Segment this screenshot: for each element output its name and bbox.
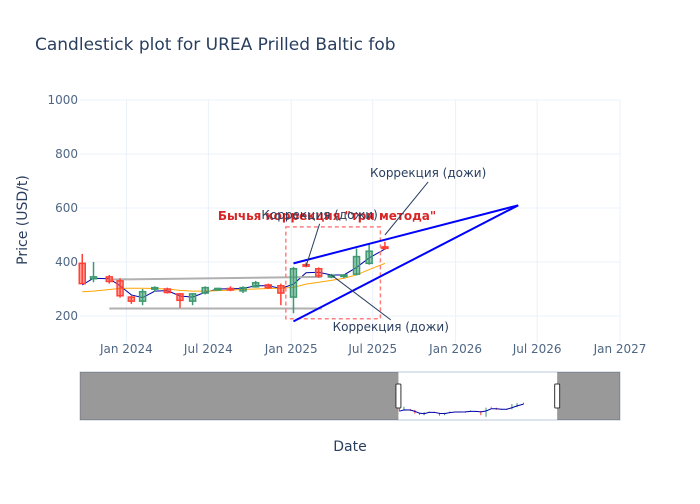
candle-body xyxy=(151,286,159,290)
annotations: Коррекция (дожи) Коррекция (дожи) Коррекци… xyxy=(261,166,486,334)
trend-lines xyxy=(293,204,519,323)
pattern-label: Бычья коррекция "три метода" xyxy=(218,209,436,223)
candle-body xyxy=(277,285,285,294)
x-tick-label: Jan 2026 xyxy=(428,342,482,356)
annotation-label: Коррекция (дожи) xyxy=(333,320,449,334)
y-tick-label: 1000 xyxy=(47,93,78,107)
range-slider-background xyxy=(79,371,621,421)
pattern-box-group: Бычья коррекция "три метода" xyxy=(218,209,436,320)
range-slider-ma xyxy=(399,403,524,415)
candle[interactable] xyxy=(127,295,136,304)
range-slider-handle-right[interactable] xyxy=(554,383,561,409)
annotation-label: Коррекция (дожи) xyxy=(261,208,377,222)
candle[interactable] xyxy=(277,283,285,306)
candle[interactable] xyxy=(138,289,147,306)
pattern-box xyxy=(285,226,382,320)
candle-body xyxy=(314,268,323,277)
axes: 200 400 600 800 1000 Jan 2024 Jul 2024 Jan 2025… xyxy=(47,93,646,356)
candle-body xyxy=(264,284,273,289)
candle[interactable] xyxy=(201,286,209,295)
candle[interactable] xyxy=(289,266,298,314)
candle[interactable] xyxy=(214,287,222,291)
annotation-arrow xyxy=(305,223,321,267)
candle-body xyxy=(352,255,361,275)
candle-body xyxy=(138,290,147,302)
candle[interactable] xyxy=(78,253,87,285)
x-tick-label: Jan 2027 xyxy=(593,342,647,356)
candle[interactable] xyxy=(340,274,348,279)
candle[interactable] xyxy=(163,287,172,294)
y-tick-label: 600 xyxy=(55,201,78,215)
candle-body xyxy=(127,296,136,302)
y-tick-label: 400 xyxy=(55,255,78,269)
candle[interactable] xyxy=(365,243,373,265)
candle-body xyxy=(214,287,222,291)
annotation-label: Коррекция (дожи) xyxy=(370,166,486,180)
candle[interactable] xyxy=(352,248,361,276)
candle-body xyxy=(116,280,124,297)
candle[interactable] xyxy=(105,274,114,284)
candle[interactable] xyxy=(239,286,247,294)
candle-body xyxy=(176,293,184,302)
candle-body xyxy=(89,276,98,280)
candle-body xyxy=(340,274,348,278)
x-tick-label: Jul 2025 xyxy=(347,342,397,356)
annotation-arrow xyxy=(384,181,429,236)
candle-body xyxy=(163,288,172,294)
candle-body xyxy=(251,282,260,288)
candle-body xyxy=(381,246,389,250)
y-axis-title: Price (USD/t) xyxy=(15,175,31,265)
chart-title: Candlestick plot for UREA Prilled Baltic… xyxy=(35,35,396,55)
candle[interactable] xyxy=(264,283,273,289)
grid-lines xyxy=(80,99,621,343)
trend-line xyxy=(293,204,519,265)
candle-body xyxy=(201,286,209,294)
candle-body xyxy=(226,287,235,291)
candle[interactable] xyxy=(381,241,389,250)
x-tick-label: Jul 2026 xyxy=(512,342,562,356)
candle[interactable] xyxy=(226,286,235,292)
candle[interactable] xyxy=(176,293,184,308)
annotation-arrow xyxy=(331,274,392,321)
candle[interactable] xyxy=(116,278,124,298)
candle[interactable] xyxy=(314,267,323,278)
range-slider-mask-right xyxy=(557,372,620,420)
candle-body xyxy=(289,268,298,298)
candle[interactable] xyxy=(89,262,98,283)
candles[interactable] xyxy=(78,241,389,314)
range-slider-handle-left[interactable] xyxy=(395,383,402,409)
y-tick-label: 200 xyxy=(55,309,78,323)
x-axis-title: Date xyxy=(333,439,366,455)
range-slider-mini-chart xyxy=(398,402,525,417)
y-tick-label: 800 xyxy=(55,147,78,161)
range-slider-mask-left xyxy=(80,372,399,420)
candle[interactable] xyxy=(151,286,159,292)
x-tick-label: Jan 2024 xyxy=(99,342,153,356)
candle[interactable] xyxy=(251,280,260,288)
x-tick-label: Jan 2025 xyxy=(264,342,318,356)
candle-body xyxy=(188,293,197,302)
trend-line xyxy=(293,204,519,323)
candle-body xyxy=(78,262,87,285)
candle-body xyxy=(105,276,114,283)
candle-body xyxy=(239,286,247,292)
x-tick-label: Jul 2024 xyxy=(183,342,233,356)
candle-body xyxy=(365,250,373,265)
range-slider[interactable] xyxy=(79,371,621,421)
candle[interactable] xyxy=(188,293,197,306)
